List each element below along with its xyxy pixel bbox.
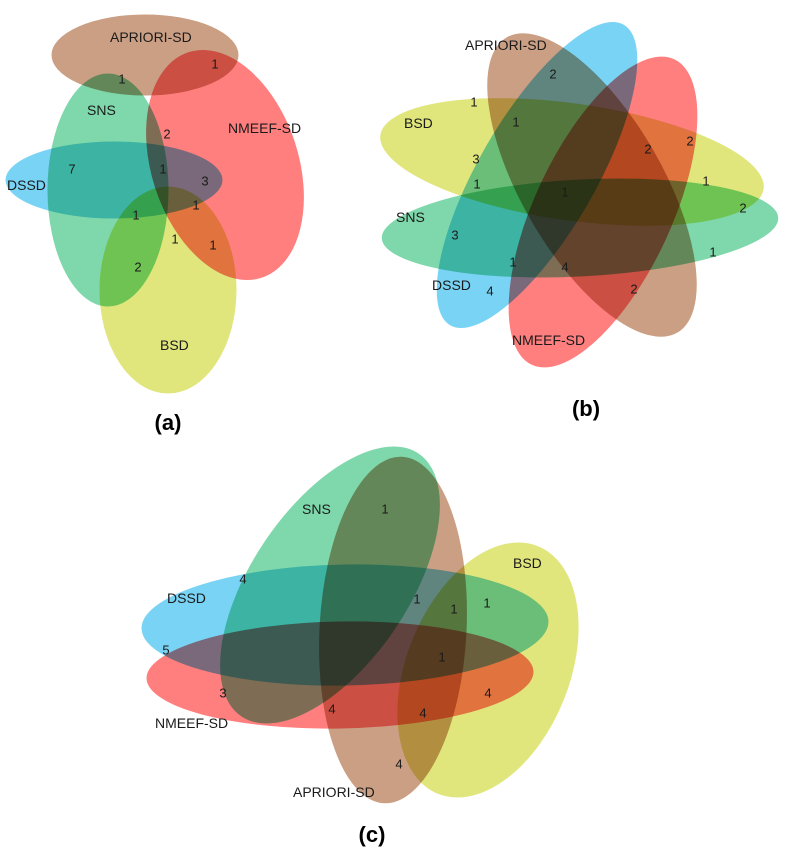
count-a-9: 1 [171, 231, 178, 246]
count-c-4: 1 [450, 601, 457, 616]
ellipse-c-dssd [138, 561, 552, 689]
panel-c: SNS BSD DSSD NMEEF-SD APRIORI-SD 1 4 1 1… [138, 443, 582, 847]
count-a-4: 7 [68, 161, 75, 176]
count-b-16: 2 [630, 281, 637, 296]
label-c-bsd: BSD [513, 555, 542, 571]
count-c-3: 1 [413, 591, 420, 606]
count-b-12: 1 [709, 244, 716, 259]
caption-b: (b) [572, 396, 600, 421]
count-b-10: 2 [739, 200, 746, 215]
panel-a: APRIORI-SD NMEEF-SD SNS DSSD BSD 1 1 2 7… [2, 11, 307, 435]
panel-b: APRIORI-SD BSD SNS DSSD NMEEF-SD 2 1 1 2… [377, 19, 782, 421]
count-a-10: 1 [209, 237, 216, 252]
label-b-dssd: DSSD [432, 277, 471, 293]
label-b-sns: SNS [396, 209, 425, 225]
label-c-dssd: DSSD [167, 590, 206, 606]
count-b-14: 1 [509, 254, 516, 269]
count-b-13: 4 [561, 259, 568, 274]
count-a-11: 2 [134, 259, 141, 274]
count-b-11: 3 [451, 227, 458, 242]
count-c-1: 1 [381, 501, 388, 516]
count-c-10: 4 [328, 701, 335, 716]
label-c-nmeef-sd: NMEEF-SD [155, 715, 228, 731]
count-c-2: 4 [239, 571, 246, 586]
ellipse-b-sns [378, 175, 782, 281]
count-b-9: 1 [702, 173, 709, 188]
label-b-nmeef-sd: NMEEF-SD [512, 332, 585, 348]
count-a-5: 1 [159, 161, 166, 176]
count-a-1: 1 [118, 71, 125, 86]
count-a-7: 1 [192, 197, 199, 212]
count-c-12: 4 [395, 756, 402, 771]
label-a-sns: SNS [87, 102, 116, 118]
count-c-11: 4 [419, 705, 426, 720]
count-c-6: 5 [162, 642, 169, 657]
ellipse-a-bsd [96, 183, 240, 397]
count-b-15: 4 [486, 283, 493, 298]
label-a-dssd: DSSD [7, 177, 46, 193]
count-b-7: 1 [473, 176, 480, 191]
count-a-2: 1 [211, 56, 218, 71]
count-b-2: 1 [470, 94, 477, 109]
label-a-nmeef-sd: NMEEF-SD [228, 120, 301, 136]
count-b-6: 3 [472, 151, 479, 166]
count-c-7: 1 [438, 649, 445, 664]
caption-c: (c) [359, 822, 386, 847]
count-a-6: 3 [201, 173, 208, 188]
label-b-apriori-sd: APRIORI-SD [465, 37, 547, 53]
label-a-apriori-sd: APRIORI-SD [110, 29, 192, 45]
label-a-bsd: BSD [160, 337, 189, 353]
count-b-1: 2 [549, 66, 556, 81]
count-c-5: 1 [483, 595, 490, 610]
label-c-sns: SNS [302, 501, 331, 517]
label-b-bsd: BSD [404, 115, 433, 131]
caption-a: (a) [155, 410, 182, 435]
count-c-8: 3 [219, 685, 226, 700]
count-b-4: 2 [686, 133, 693, 148]
count-b-8: 1 [561, 184, 568, 199]
count-b-5: 2 [644, 141, 651, 156]
count-a-8: 1 [132, 207, 139, 222]
count-b-3: 1 [512, 114, 519, 129]
count-c-9: 4 [484, 685, 491, 700]
label-c-apriori-sd: APRIORI-SD [293, 784, 375, 800]
count-a-3: 2 [163, 126, 170, 141]
